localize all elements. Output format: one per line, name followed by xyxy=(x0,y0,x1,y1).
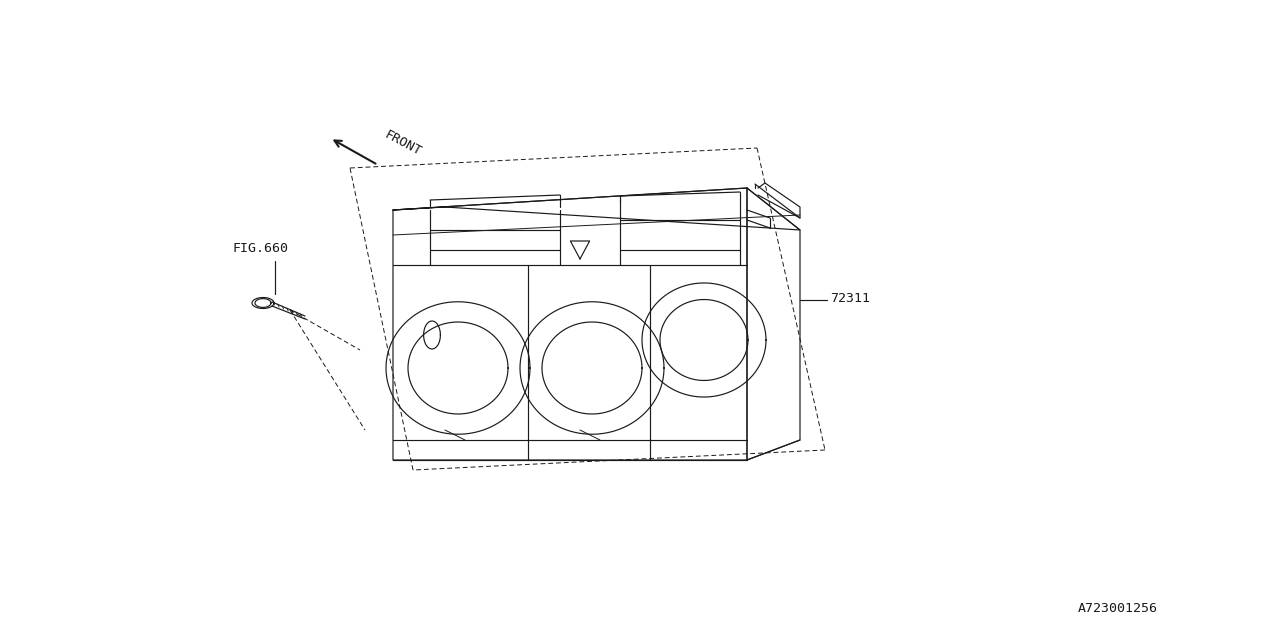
Text: FIG.660: FIG.660 xyxy=(232,241,288,255)
Text: FRONT: FRONT xyxy=(381,128,424,158)
Text: 72311: 72311 xyxy=(829,291,870,305)
Text: A723001256: A723001256 xyxy=(1078,602,1158,614)
